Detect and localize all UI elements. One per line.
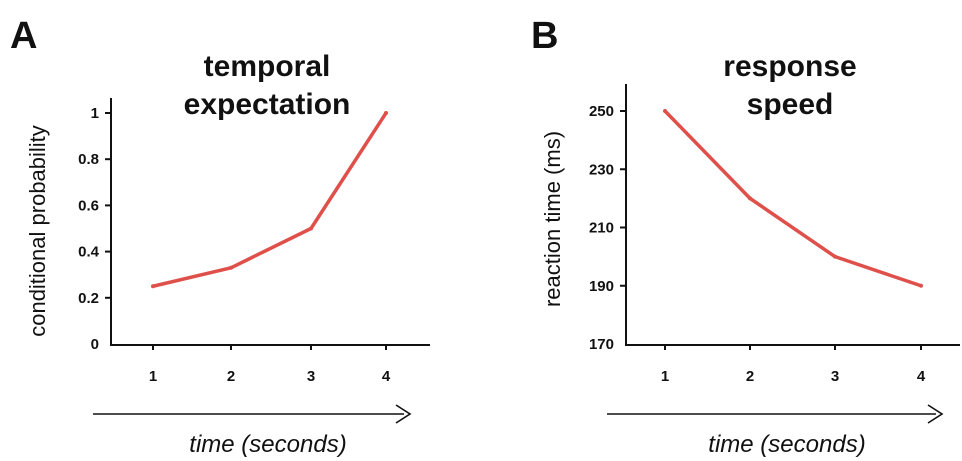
panel-a-x-tick-label: 3 — [307, 368, 315, 385]
panel-b-x-tick-label: 3 — [831, 368, 839, 385]
panel-a-y-tick-label: 0.4 — [78, 244, 100, 261]
panel-a-time-arrow-head — [395, 404, 412, 424]
panel-a-title-line-2: expectation — [184, 88, 351, 121]
panel-a-y-ticks: 0 0.2 0.4 0.6 0.8 1 — [78, 105, 111, 353]
panel-a-x-ticks: 1 2 3 4 — [149, 344, 391, 385]
panel-b-x-tick-label: 4 — [917, 368, 926, 385]
panel-b-y-tick-label: 210 — [589, 220, 614, 237]
panel-a-x-tick-label: 4 — [382, 368, 391, 385]
panel-b-title-line-2: speed — [747, 88, 834, 121]
panel-b-x-tick-label: 2 — [746, 368, 754, 385]
panel-a-conditional-probability-chart: A temporal expectation conditional proba… — [10, 15, 430, 458]
panel-b-y-ticks: 170 190 210 230 250 — [589, 103, 626, 353]
panel-b-data-point — [748, 196, 752, 201]
panel-a-x-tick-label: 2 — [227, 368, 235, 385]
panel-a-y-tick-label: 0.2 — [78, 290, 99, 307]
panel-a-y-axis-label: conditional probability — [25, 125, 50, 337]
panel-a-title-line-1: temporal — [204, 50, 331, 83]
panel-b-title-line-1: response — [723, 50, 856, 83]
panel-b-data-point — [663, 109, 667, 113]
panel-a-letter: A — [10, 15, 37, 57]
panel-a-x-tick-label: 1 — [149, 368, 157, 385]
panel-a-data-point — [229, 265, 233, 270]
panel-b-x-ticks: 1 2 3 4 — [661, 344, 926, 385]
panel-b-x-axis-label: time (seconds) — [708, 431, 865, 458]
panel-b-data-point — [919, 283, 923, 288]
panel-a-x-axis-label: time (seconds) — [189, 431, 346, 458]
panel-a-data-point — [151, 284, 155, 289]
panel-a-y-tick-label: 1 — [91, 105, 99, 122]
panel-a-y-tick-label: 0 — [91, 336, 99, 353]
panel-a-data-point — [384, 111, 388, 115]
panel-b-series-line — [663, 109, 923, 288]
panel-b-time-arrow-head — [927, 404, 944, 424]
panel-b-data-point — [833, 254, 837, 259]
panel-b-y-axis-label: reaction time (ms) — [540, 131, 565, 307]
panel-a-y-tick-label: 0.8 — [78, 151, 99, 168]
panel-b-y-tick-label: 190 — [589, 278, 614, 295]
panel-b-reaction-time-chart: B response speed reaction time (ms) 1701… — [531, 15, 960, 458]
panel-b-y-tick-label: 230 — [589, 161, 614, 178]
panel-a-series — [151, 111, 388, 289]
panel-b-y-tick-label: 250 — [589, 103, 614, 120]
panel-b-y-tick-label: 170 — [589, 336, 614, 353]
panel-a-data-point — [309, 226, 313, 231]
panel-b-letter: B — [531, 15, 558, 57]
panel-a-series-line — [151, 111, 388, 288]
panel-b-x-tick-label: 1 — [661, 368, 669, 385]
panel-a-y-tick-label: 0.6 — [78, 197, 99, 214]
panel-b-series — [663, 109, 923, 288]
